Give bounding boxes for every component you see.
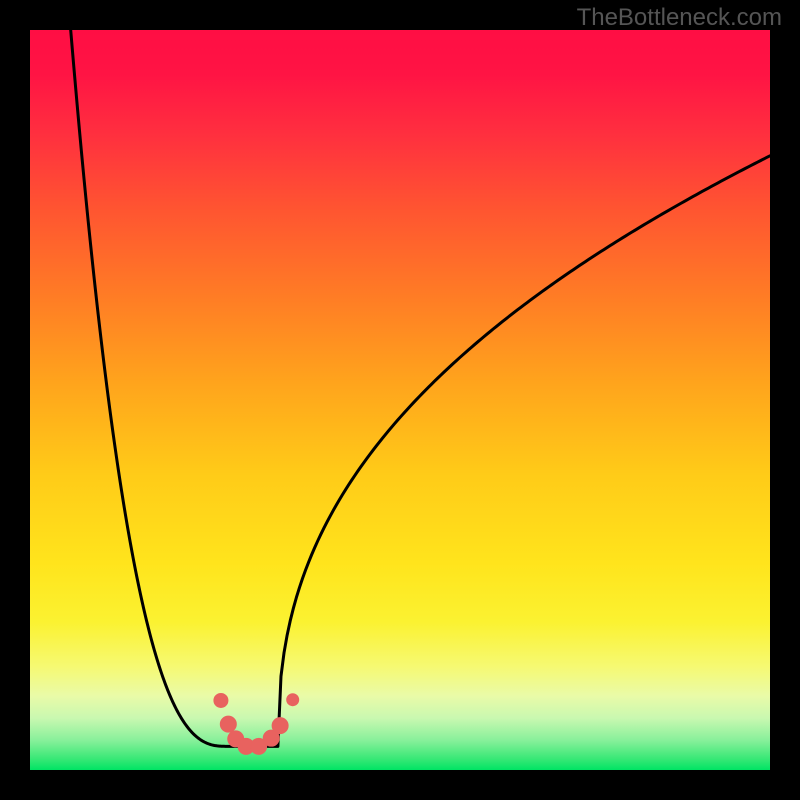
watermark-text: TheBottleneck.com bbox=[577, 4, 782, 32]
curve-marker bbox=[220, 716, 236, 732]
curve-marker bbox=[272, 718, 288, 734]
plot-background bbox=[30, 30, 770, 770]
curve-marker bbox=[214, 693, 228, 707]
bottleneck-chart bbox=[0, 0, 800, 800]
curve-marker bbox=[287, 694, 299, 706]
chart-stage: TheBottleneck.com bbox=[0, 0, 800, 800]
